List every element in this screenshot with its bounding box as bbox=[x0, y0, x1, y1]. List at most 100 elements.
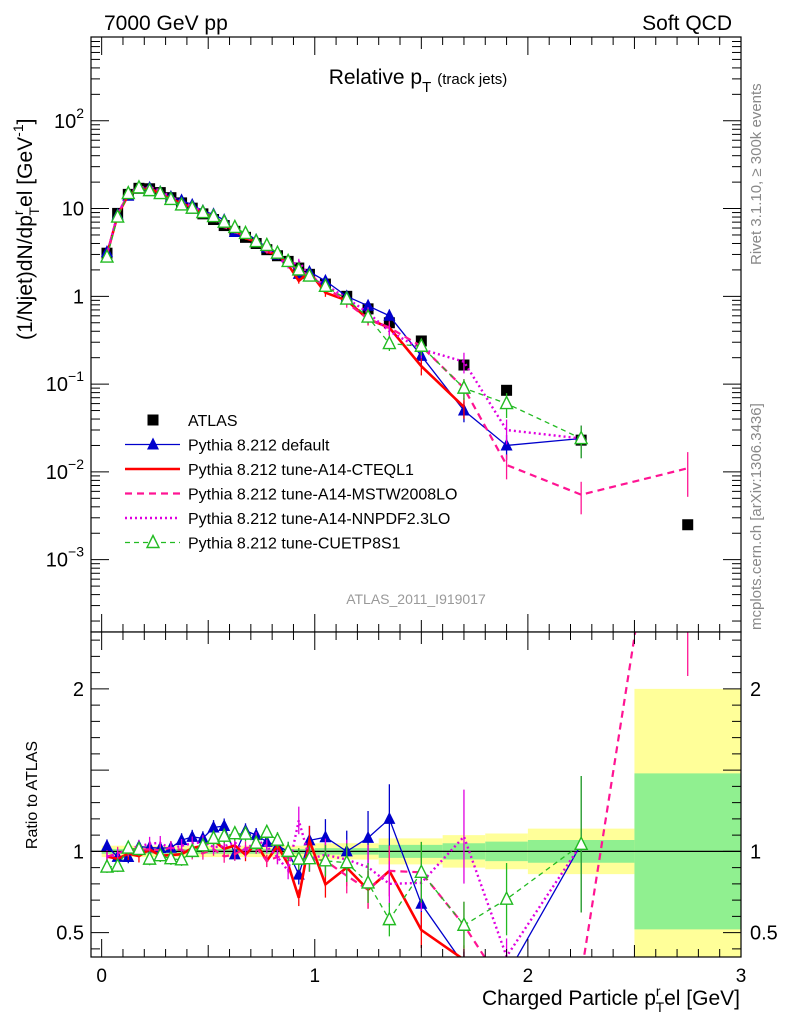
ratio-point bbox=[195, 837, 211, 852]
ratio-point bbox=[270, 831, 285, 846]
mcplots-label: mcplots.cern.ch [arXiv:1306.3436] bbox=[748, 403, 765, 630]
legend-marker bbox=[147, 414, 159, 426]
data-point bbox=[360, 308, 376, 323]
ratio-axis-ticks: 0 1 2 30.5 0.51 12 2 bbox=[56, 632, 778, 987]
y-tick-label: 10 bbox=[62, 199, 84, 221]
data-point bbox=[110, 208, 125, 223]
ratio-point bbox=[163, 850, 179, 865]
data-point bbox=[174, 196, 189, 211]
header-category: Soft QCD bbox=[642, 12, 732, 35]
x-tick-label: 0 bbox=[96, 966, 107, 987]
y-tick-label: 10−3 bbox=[46, 544, 84, 572]
x-tick-label: 3 bbox=[736, 966, 747, 987]
y-tick-label: 10−1 bbox=[46, 368, 84, 396]
ratio-point bbox=[227, 825, 242, 840]
ratio-point bbox=[339, 854, 354, 869]
y-tick-base: 10 bbox=[46, 550, 68, 572]
data-point bbox=[99, 248, 115, 263]
legend-label: Pythia 8.212 tune-CUETP8S1 bbox=[188, 536, 401, 553]
data-point bbox=[270, 244, 285, 259]
main-plot-area bbox=[99, 179, 694, 531]
ratio-point bbox=[458, 958, 470, 970]
ratio-point bbox=[142, 850, 157, 865]
data-point bbox=[206, 208, 221, 223]
ratio-point bbox=[218, 818, 231, 831]
y-tick-base: 10 bbox=[46, 374, 68, 396]
ratio-point bbox=[574, 835, 589, 851]
chart-title: Relative pT (track jets) bbox=[329, 66, 508, 96]
ylabel-tail: el [GeV bbox=[14, 137, 37, 207]
xlabel-sub: T bbox=[656, 999, 665, 1015]
xlabel-tail: el [GeV] bbox=[664, 987, 740, 1010]
data-point bbox=[383, 308, 396, 321]
ratio-panel: 0 1 2 30.5 0.51 12 2 Ratio to ATLAS bbox=[24, 631, 778, 987]
ratio-point bbox=[360, 874, 376, 889]
ratio-point bbox=[319, 830, 332, 843]
x-tick-label: 1 bbox=[309, 966, 320, 987]
chart-title-sub: T bbox=[422, 79, 431, 96]
y-tick-exp: −1 bbox=[68, 368, 84, 384]
data-point bbox=[318, 277, 333, 293]
ratio-point bbox=[110, 857, 125, 872]
ratio-point bbox=[456, 916, 472, 931]
chart-title-suffix: (track jets) bbox=[437, 71, 507, 88]
legend-label: Pythia 8.212 tune-A14-CTEQL1 bbox=[188, 462, 414, 479]
data-point bbox=[500, 438, 513, 451]
ratio-point bbox=[501, 969, 513, 981]
ratio-y-tick-label: 2 bbox=[73, 679, 84, 701]
ratio-point bbox=[99, 858, 115, 873]
x-tick-label: 2 bbox=[523, 966, 534, 987]
y-tick-exp: −3 bbox=[68, 544, 84, 560]
ratio-point bbox=[249, 834, 264, 849]
data-point bbox=[238, 224, 253, 240]
ratio-y-tick-label: 0.5 bbox=[56, 923, 84, 945]
ratio-point bbox=[186, 829, 199, 842]
ratio-point bbox=[174, 851, 189, 866]
ratio-y-tick-label: 1 bbox=[73, 841, 84, 863]
y-tick-exp: −2 bbox=[68, 456, 84, 472]
ratio-y-tick-label-right: 2 bbox=[750, 679, 761, 701]
data-point bbox=[142, 182, 157, 197]
ratio-y-axis-label: Ratio to ATLAS bbox=[24, 741, 41, 849]
ratio-series-cuetp8s1 bbox=[99, 776, 589, 949]
legend-entry-mstw: Pythia 8.212 tune-A14-MSTW2008LO bbox=[125, 487, 457, 504]
ylabel-unit-sup: -1 bbox=[10, 124, 26, 137]
ratio-point bbox=[185, 842, 200, 858]
data-point bbox=[217, 213, 232, 228]
legend-label: Pythia 8.212 tune-A14-NNPDF2.3LO bbox=[188, 511, 450, 528]
legend-label: ATLAS bbox=[188, 413, 238, 430]
ylabel-sup: r bbox=[10, 210, 26, 215]
legend: ATLAS Pythia 8.212 default Pythia 8.212 tu… bbox=[125, 413, 457, 553]
y-tick-label: 1 bbox=[73, 286, 84, 308]
ylabel-sub: T bbox=[26, 206, 42, 215]
data-point bbox=[362, 298, 375, 311]
data-point bbox=[382, 334, 397, 350]
main-y-axis-label: (1/Njet)dN/dprTel [GeV-1] bbox=[10, 119, 42, 340]
data-point bbox=[339, 290, 354, 305]
header-energy: 7000 GeV pp bbox=[104, 12, 228, 35]
ratio-y-tick-label-right: 1 bbox=[750, 841, 761, 863]
data-point bbox=[499, 395, 514, 410]
ratio-point bbox=[100, 839, 113, 852]
ratio-point bbox=[382, 911, 397, 926]
legend-entry-default: Pythia 8.212 default bbox=[125, 437, 330, 455]
legend-label: Pythia 8.212 tune-A14-MSTW2008LO bbox=[188, 487, 457, 504]
legend-entry-cuetp8s1: Pythia 8.212 tune-CUETP8S1 bbox=[125, 533, 401, 553]
ratio-point bbox=[318, 852, 333, 867]
data-point bbox=[574, 429, 589, 445]
legend-marker bbox=[145, 533, 161, 549]
y-tick-base: 10 bbox=[46, 462, 68, 484]
legend-entry-atlas: ATLAS bbox=[147, 413, 238, 430]
ratio-line-cteql1 bbox=[106, 835, 463, 957]
y-tick-base: 10 bbox=[54, 111, 76, 133]
legend-marker bbox=[147, 437, 159, 450]
ratio-y-tick-label-right: 0.5 bbox=[750, 923, 778, 945]
y-tick-base: 1 bbox=[73, 286, 84, 308]
ratio-plot-frame bbox=[91, 632, 741, 957]
y-tick-label: 102 bbox=[54, 105, 84, 133]
data-point bbox=[682, 519, 694, 531]
ratio-point bbox=[206, 829, 221, 845]
ratio-line-nnpdf bbox=[106, 820, 583, 957]
data-point bbox=[280, 252, 296, 268]
